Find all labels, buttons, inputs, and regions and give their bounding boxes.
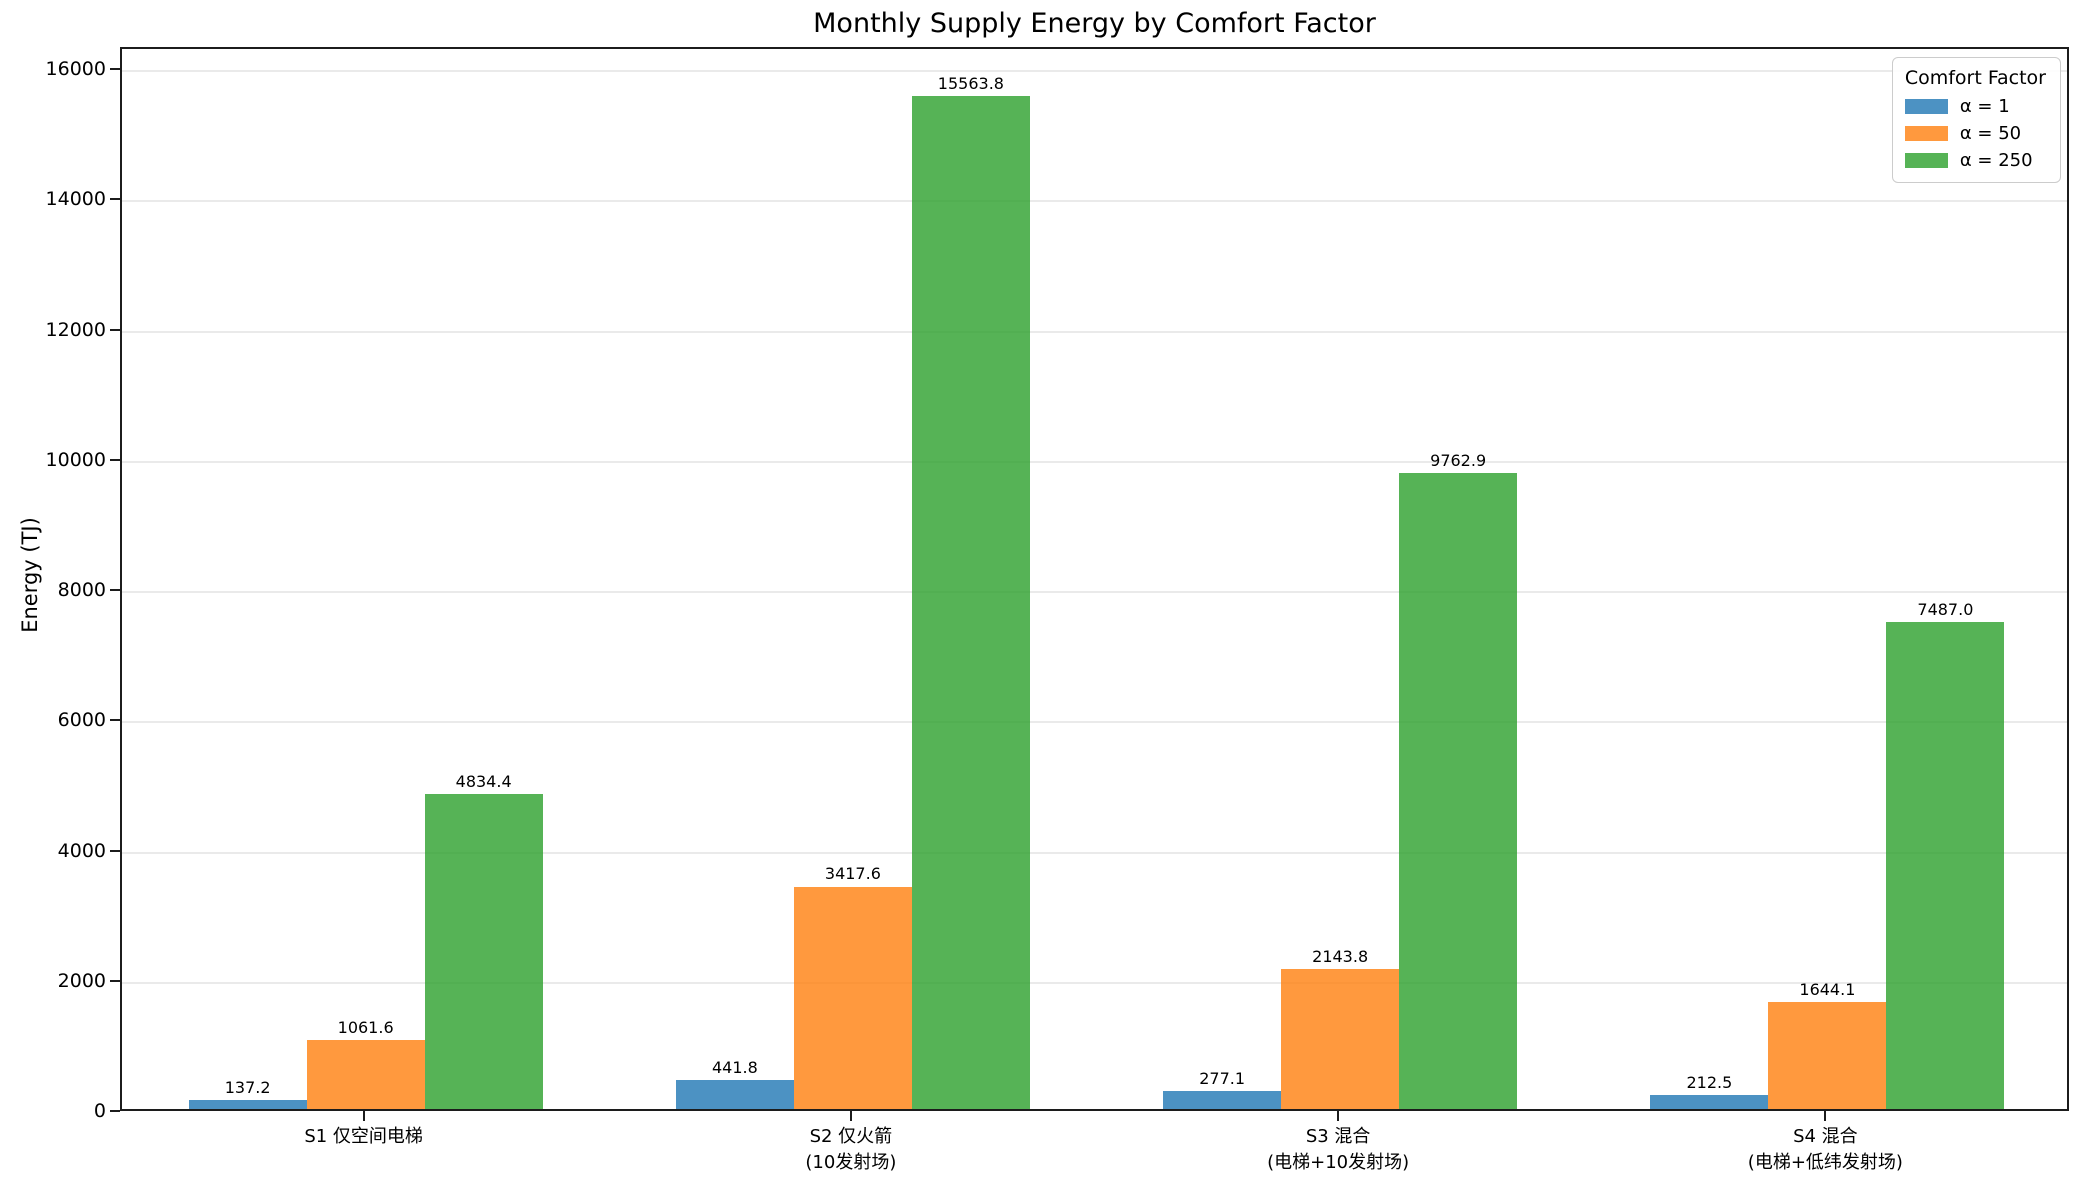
bar [1886,621,2005,1109]
bar [911,95,1030,1109]
legend-entry: α = 1 [1904,96,2046,117]
bar-value-label: 9762.9 [1430,451,1487,471]
bar [1768,1001,1887,1109]
gridline [122,591,2067,594]
y-tick-label: 6000 [57,709,106,732]
y-tick-mark [110,68,120,71]
gridline [122,721,2067,724]
bar [793,886,912,1109]
x-tick-mark [849,1111,852,1121]
bar-value-label: 2143.8 [1312,947,1369,967]
bar [424,794,543,1109]
y-axis-label: Energy (TJ) [18,517,42,633]
bar-value-label: 15563.8 [937,73,1004,93]
bar [1650,1095,1769,1109]
bar-value-label: 4834.4 [455,772,512,792]
x-tick-mark [362,1111,365,1121]
y-tick-label: 2000 [57,969,106,992]
y-tick-mark [110,589,120,592]
bar [675,1080,794,1109]
bar [306,1039,425,1109]
chart-title: Monthly Supply Energy by Comfort Factor [813,8,1376,39]
y-tick-mark [110,849,120,852]
legend-entries: α = 1 α = 50 α = 250 [1904,96,2046,171]
legend: Comfort Factor α = 1 α = 50 α = 250 [1891,57,2061,183]
legend-swatch-icon [1904,126,1948,141]
y-tick-mark [110,979,120,982]
gridline [122,70,2067,73]
x-category-label: S2 仅火箭 (10发射场) [805,1126,897,1174]
y-tick-mark [110,719,120,722]
bar [1281,969,1400,1109]
y-tick-label: 10000 [45,448,106,471]
bar-value-label: 3417.6 [824,864,881,884]
y-tick-label: 8000 [57,579,106,602]
legend-entry: α = 50 [1904,123,2046,144]
bar-value-label: 1644.1 [1799,979,1856,999]
bar [1163,1090,1282,1109]
y-tick-label: 0 [93,1100,106,1122]
bar-value-label: 441.8 [711,1058,758,1078]
y-tick-mark [110,198,120,201]
bar [1399,473,1518,1109]
legend-entry: α = 250 [1904,150,2046,171]
x-tick-mark [1824,1111,1827,1121]
x-tick-mark [1337,1111,1340,1121]
y-tick-label: 4000 [57,839,106,862]
gridline [122,200,2067,203]
bar-value-label: 7487.0 [1917,599,1974,619]
bar-value-label: 212.5 [1686,1073,1733,1093]
x-category-label: S3 混合 (电梯+10发射场) [1267,1126,1410,1174]
y-tick-mark [110,458,120,461]
legend-swatch-icon [1904,153,1948,168]
legend-title: Comfort Factor [1904,67,2046,89]
legend-label: α = 1 [1959,96,2010,117]
bar-value-label: 277.1 [1199,1068,1246,1088]
gridline [122,330,2067,333]
legend-swatch-icon [1904,99,1948,114]
y-tick-mark [110,1110,120,1112]
plot-area: 137.2 1061.6 4834.4 441.8 3417.6 15563.8 277.1… [120,47,2069,1111]
x-category-label: S1 仅空间电梯 [304,1126,423,1147]
legend-label: α = 50 [1959,123,2022,144]
gridline [122,851,2067,854]
y-tick-label: 14000 [45,188,106,211]
gridline [122,460,2067,463]
legend-label: α = 250 [1959,150,2033,171]
gridline [122,981,2067,984]
bar-value-label: 1061.6 [337,1017,394,1037]
y-tick-mark [110,328,120,331]
bar [188,1100,307,1109]
x-category-label: S4 混合 (电梯+低纬发射场) [1747,1126,1903,1174]
y-tick-label: 16000 [45,58,106,81]
y-tick-label: 12000 [45,318,106,341]
bar-value-label: 137.2 [224,1078,271,1098]
